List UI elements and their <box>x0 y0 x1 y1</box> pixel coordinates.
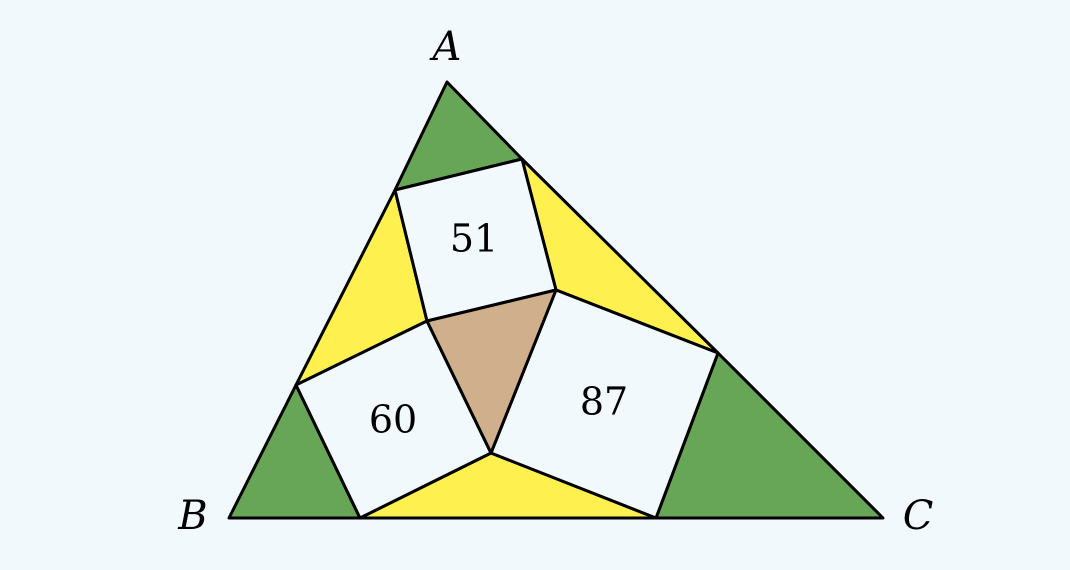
area-label-top: 51 <box>450 217 498 261</box>
area-label-right: 87 <box>580 380 628 424</box>
area-label-left: 60 <box>369 398 417 442</box>
vertex-label-c: C <box>903 493 934 539</box>
vertex-label-b: B <box>177 493 207 539</box>
vertex-label-a: A <box>429 24 462 70</box>
center-triangle <box>425 288 558 455</box>
